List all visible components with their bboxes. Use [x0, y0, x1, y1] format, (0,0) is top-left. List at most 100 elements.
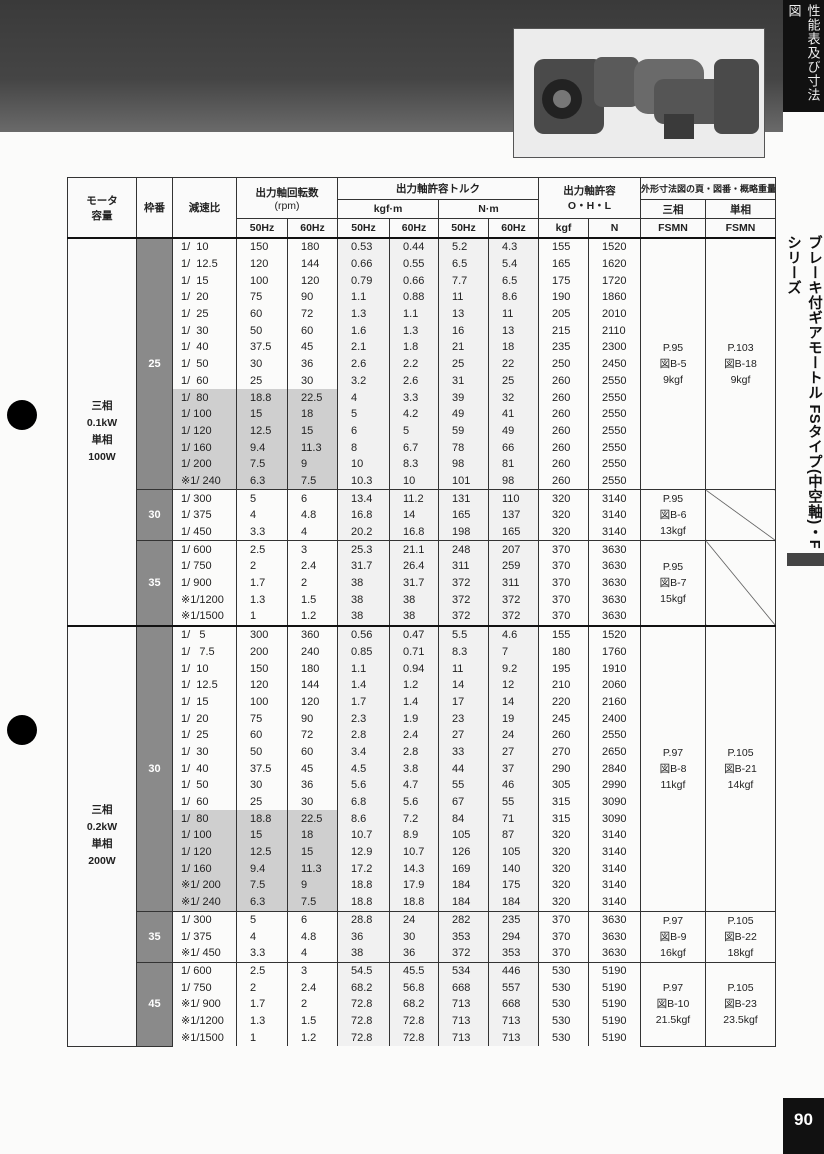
binder-hole	[7, 400, 37, 430]
table-row: 1/ 20 75 90 1.1 0.88 11 8.6 190 1860	[68, 289, 776, 306]
not-applicable-cell	[704, 540, 777, 627]
table-row: 1/ 12.5 120 144 1.4 1.2 14 12 210 2060	[68, 676, 776, 694]
ohl-n: 3630	[588, 591, 641, 609]
ratio: 1/ 120	[172, 843, 237, 861]
ohl-kgf: 305	[538, 777, 589, 794]
nm-60hz: 81	[488, 455, 539, 473]
dimension-ref-single: P.105 図B-23 23.5kgf	[704, 961, 777, 1047]
nm-50hz: 16	[438, 322, 489, 340]
rpm-50hz: 1.3	[236, 591, 288, 609]
kgfm-50hz: 72.8	[337, 1029, 390, 1046]
ohl-kgf: 260	[538, 726, 589, 744]
table-row: 1/ 10 150 180 1.1 0.94 11 9.2 195 1910	[68, 660, 776, 677]
kgfm-60hz: 11.2	[389, 489, 439, 507]
kgfm-60hz: 31.7	[389, 574, 439, 592]
ohl-kgf: 175	[538, 272, 589, 290]
table-row: 三相 0.2kW 単相 200W 30 1/ 5 300 360 0.56 0.47 5.5 4.6 1…	[67, 624, 777, 1047]
table-row: 1/ 900 1.7 2 38 31.7 372 311 370 3630	[68, 574, 776, 592]
kgfm-50hz: 38	[337, 591, 390, 609]
nm-50hz: 372	[438, 608, 489, 626]
rpm-50hz: 2	[236, 979, 288, 996]
kgfm-50hz: 18.8	[337, 877, 390, 894]
kgfm-60hz: 5.6	[389, 793, 439, 811]
ohl-n: 2400	[588, 710, 641, 727]
kgfm-50hz: 3.2	[337, 372, 390, 390]
nm-50hz: 5.5	[438, 624, 489, 644]
header-speed-50hz: 50Hz	[236, 218, 288, 239]
ohl-n: 3630	[588, 944, 641, 963]
ohl-n: 2550	[588, 439, 641, 456]
nm-50hz: 67	[438, 793, 489, 811]
kgfm-50hz: 31.7	[337, 558, 390, 575]
header-nm-60hz: 60Hz	[488, 218, 539, 239]
table-row: 1/ 450 3.3 4 20.2 16.8 198 165 320 3140	[68, 523, 776, 541]
header-nm: N·m	[438, 199, 539, 219]
rpm-60hz: 144	[287, 255, 338, 273]
dimension-ref-line: 図B-22	[724, 930, 757, 943]
motor-capacity-line: 単相	[91, 838, 113, 851]
motor-capacity-line: 0.1kW	[86, 416, 118, 429]
nm-60hz: 8.6	[488, 289, 539, 306]
nm-60hz: 4.3	[488, 237, 539, 256]
rpm-50hz: 2.5	[236, 540, 288, 559]
ohl-n: 2840	[588, 760, 641, 777]
table-row: 1/ 100 15 18 10.7 8.9 105 87 320 3140	[68, 827, 776, 844]
rpm-50hz: 25	[236, 793, 288, 811]
ohl-n: 2550	[588, 372, 641, 390]
kgfm-50hz: 8	[337, 439, 390, 456]
ohl-n: 2450	[588, 355, 641, 373]
ohl-kgf: 215	[538, 322, 589, 340]
nm-50hz: 7.7	[438, 272, 489, 290]
ohl-kgf: 370	[538, 574, 589, 592]
nm-60hz: 235	[488, 910, 539, 929]
rpm-50hz: 300	[236, 624, 288, 644]
kgfm-50hz: 6.8	[337, 793, 390, 811]
dimension-ref-line: 11kgf	[660, 778, 686, 791]
kgfm-60hz: 0.55	[389, 255, 439, 273]
kgfm-60hz: 6.7	[389, 439, 439, 456]
dimension-ref-line: P.95	[662, 561, 684, 574]
ohl-kgf: 530	[538, 1012, 589, 1030]
rpm-60hz: 2.4	[287, 979, 338, 996]
rpm-50hz: 75	[236, 710, 288, 727]
ohl-kgf: 155	[538, 624, 589, 644]
ratio: ※1/ 240	[172, 472, 237, 490]
nm-50hz: 169	[438, 860, 489, 878]
table-row: ※1/ 200 7.5 9 18.8 17.9 184 175 320 3140	[68, 877, 776, 894]
table-row: 1/ 160 9.4 11.3 8 6.7 78 66 260 2550	[68, 439, 776, 456]
ohl-kgf: 210	[538, 676, 589, 694]
table-row: 35 1/ 600 2.5 3 25.3 21.1 248 207 370 3630 P.95 図B-…	[68, 540, 777, 627]
nm-60hz: 66	[488, 439, 539, 456]
motor-capacity-line: 200W	[88, 855, 116, 868]
dimension-ref-line: 21.5kgf	[655, 1014, 691, 1027]
table-row: ※1/1500 1 1.2 72.8 72.8 713 713 530 5190	[68, 1029, 776, 1046]
table-row: 1/ 30 50 60 1.6 1.3 16 13 215 2110	[68, 322, 776, 340]
nm-60hz: 27	[488, 743, 539, 761]
nm-60hz: 98	[488, 472, 539, 490]
nm-50hz: 84	[438, 810, 489, 828]
ratio: 1/ 60	[172, 793, 237, 811]
kgfm-60hz: 18.8	[389, 893, 439, 911]
ohl-n: 3630	[588, 574, 641, 592]
table-row: 1/ 60 25 30 3.2 2.6 31 25 260 2550	[68, 372, 776, 390]
table-row: 1/ 120 12.5 15 6 5 59 49 260 2550	[68, 422, 776, 440]
kgfm-60hz: 1.4	[389, 693, 439, 711]
dimension-ref-line: P.97	[662, 746, 684, 759]
ratio: 1/ 750	[172, 979, 237, 996]
rpm-50hz: 2	[236, 558, 288, 575]
rpm-50hz: 75	[236, 289, 288, 306]
nm-60hz: 13	[488, 322, 539, 340]
kgfm-50hz: 4.5	[337, 760, 390, 777]
dimension-ref-three: P.97 図B-10 21.5kgf	[640, 961, 706, 1047]
nm-60hz: 46	[488, 777, 539, 794]
table-row: 三相 0.1kW 単相 100W 25 1/ 10 150 180 0.53 0.44 5.2 4.3…	[67, 237, 777, 627]
kgfm-60hz: 4.2	[389, 405, 439, 423]
ohl-n: 5190	[588, 1029, 641, 1046]
rpm-60hz: 36	[287, 777, 338, 794]
rpm-60hz: 1.2	[287, 1029, 338, 1046]
kgfm-50hz: 5	[337, 405, 390, 423]
section-tab: 性能表及び寸法図	[783, 0, 824, 112]
kgfm-60hz: 10	[389, 472, 439, 490]
kgfm-50hz: 10	[337, 455, 390, 473]
rpm-50hz: 15	[236, 827, 288, 844]
